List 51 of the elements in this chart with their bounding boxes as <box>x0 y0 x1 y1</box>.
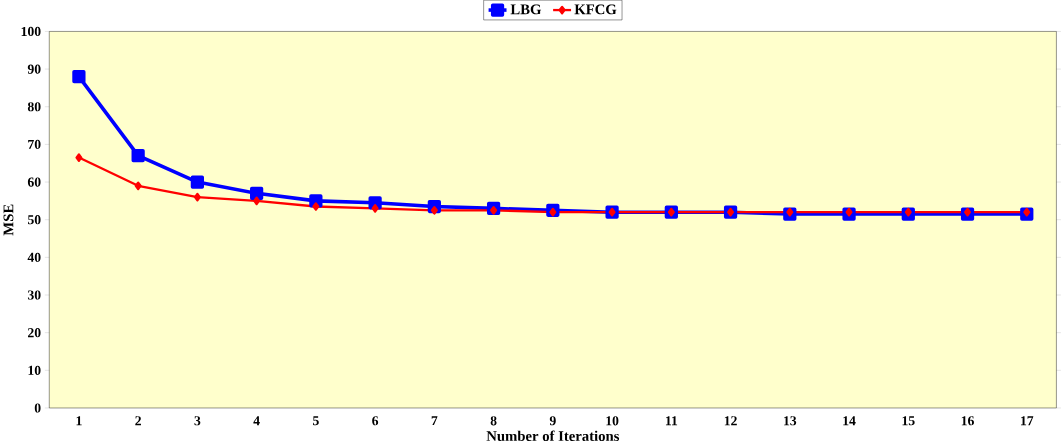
point <box>72 70 86 84</box>
y-tick-label: 30 <box>27 290 41 300</box>
point <box>131 149 145 163</box>
point <box>549 208 557 217</box>
x-tick-label: 10 <box>606 416 619 426</box>
point <box>727 208 735 217</box>
point <box>904 208 912 217</box>
y-tick-label: 80 <box>27 102 41 112</box>
point <box>193 193 201 202</box>
x-tick-label: 7 <box>431 416 438 426</box>
x-tick-label: 16 <box>961 416 974 426</box>
x-tick-label: 3 <box>194 416 201 426</box>
y-tick-label: 20 <box>28 328 41 338</box>
point <box>845 208 853 217</box>
x-tick-label: 9 <box>549 416 556 426</box>
x-tick-label: 15 <box>902 416 915 426</box>
x-tick-label: 12 <box>724 416 737 426</box>
point <box>75 153 83 163</box>
y-tick-label: 0 <box>34 403 41 413</box>
y-tick-label: 70 <box>28 140 41 150</box>
x-axis-title: Number of Iterations <box>486 430 620 442</box>
x-tick-label: 6 <box>372 416 379 426</box>
x-tick-label: 2 <box>135 416 141 426</box>
y-tick-label: 60 <box>27 177 41 187</box>
point <box>253 196 261 206</box>
x-tick-label: 11 <box>665 416 678 426</box>
x-tick-label: 5 <box>313 416 319 426</box>
point <box>490 206 498 215</box>
x-tick-label: 14 <box>843 416 856 426</box>
x-tick-label: 1 <box>76 416 82 426</box>
point <box>134 181 142 191</box>
x-tick-label: 17 <box>1021 416 1034 426</box>
x-tick-label: 13 <box>784 416 797 426</box>
y-tick-label: 10 <box>28 365 41 376</box>
legend-label: KFCG <box>574 4 617 15</box>
point <box>786 208 794 217</box>
x-tick-label: 4 <box>253 416 260 426</box>
y-tick-label: 90 <box>27 64 41 74</box>
point <box>430 206 438 215</box>
y-tick-label: 50 <box>27 215 41 225</box>
point <box>1023 208 1031 217</box>
point <box>190 175 205 189</box>
point <box>312 202 320 212</box>
legend-label: LBG <box>510 4 542 15</box>
point <box>964 208 972 217</box>
y-tick-label: 40 <box>27 252 41 263</box>
y-axis-title: MSE <box>3 204 14 236</box>
point <box>371 204 379 213</box>
point <box>250 186 264 201</box>
x-tick-label: 8 <box>490 416 497 426</box>
y-tick-label: 100 <box>21 27 41 37</box>
